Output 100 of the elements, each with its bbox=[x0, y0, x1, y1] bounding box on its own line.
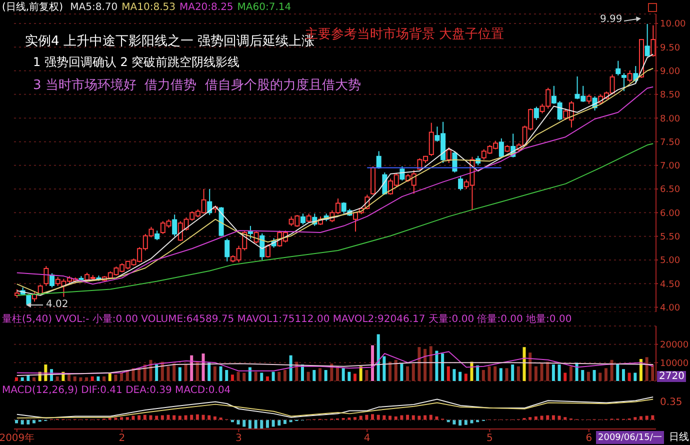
bar bbox=[132, 368, 135, 381]
bar bbox=[236, 372, 240, 381]
bar bbox=[20, 377, 24, 381]
bar bbox=[283, 370, 286, 381]
bar bbox=[604, 368, 608, 381]
text: 2009/06/15/一 bbox=[596, 431, 664, 444]
bar bbox=[406, 366, 410, 381]
chart-title: 量柱(5,40) VVOL:- 小量:0.00 VOLUME:64589.75 MAVOL1:75112.00 MAVOL2:92046.17 天量:0.00 倍量:0.00 地量:0.00 bbox=[2, 312, 572, 326]
y-tick-label: 6.50 bbox=[660, 185, 680, 196]
bar bbox=[452, 369, 456, 381]
annotation: 3 当时市场环境好 借力借势 借自身个股的力度且借大势 bbox=[33, 77, 361, 94]
bar bbox=[388, 362, 392, 381]
bar bbox=[208, 362, 211, 381]
bar bbox=[90, 376, 94, 381]
bar bbox=[435, 350, 438, 381]
y-tick-label: 9.00 bbox=[660, 66, 680, 77]
bar bbox=[354, 374, 357, 381]
bar bbox=[412, 364, 415, 381]
bar bbox=[446, 366, 450, 381]
bar bbox=[318, 368, 322, 381]
x-tick-label: 5 bbox=[486, 433, 493, 444]
bar bbox=[248, 367, 252, 381]
y-tick-label: 20000 bbox=[660, 340, 689, 351]
line-series bbox=[16, 362, 654, 376]
bar bbox=[289, 355, 292, 381]
bar bbox=[312, 370, 316, 381]
bar bbox=[651, 364, 654, 381]
text: MA60:7.14 bbox=[237, 2, 292, 13]
chart-title: MACD(12,26,9) DIF:0.41 DEA:0.39 MACD:0.04 bbox=[2, 385, 231, 396]
bar bbox=[628, 372, 631, 381]
bar bbox=[634, 372, 637, 381]
x-tick-label: 3 bbox=[236, 433, 242, 444]
bar bbox=[476, 365, 480, 381]
bar bbox=[260, 372, 264, 381]
bar bbox=[564, 372, 567, 381]
bar bbox=[581, 370, 584, 381]
bar bbox=[546, 362, 550, 381]
bar bbox=[230, 374, 234, 381]
bar bbox=[528, 352, 532, 381]
bar bbox=[400, 364, 404, 381]
bar bbox=[540, 364, 544, 381]
text: 日线 bbox=[667, 430, 690, 444]
bar bbox=[516, 366, 520, 381]
bar bbox=[616, 364, 620, 381]
bar bbox=[219, 366, 222, 381]
bar bbox=[534, 366, 538, 381]
y-tick-label: 4.50 bbox=[660, 280, 680, 290]
bar bbox=[394, 360, 398, 381]
x-tick-label: 2 bbox=[118, 433, 126, 444]
bar bbox=[499, 368, 502, 381]
bar bbox=[202, 354, 205, 381]
text: 1 强势回调确认 2 突破前跳空阴线影线 bbox=[33, 54, 240, 71]
x-tick-label: 6 bbox=[586, 433, 592, 444]
text: MA5:8.70 bbox=[70, 2, 118, 13]
bar bbox=[342, 368, 345, 381]
y-tick-label: 4.00 bbox=[660, 303, 680, 314]
bar bbox=[272, 372, 275, 381]
bar bbox=[79, 377, 82, 381]
bar bbox=[166, 366, 170, 381]
bar bbox=[336, 366, 339, 381]
text: 0.35 bbox=[660, 397, 682, 408]
bar bbox=[418, 347, 421, 381]
bar bbox=[552, 364, 555, 381]
bar bbox=[522, 347, 526, 381]
bar bbox=[32, 377, 36, 381]
bar bbox=[505, 368, 508, 381]
bar bbox=[592, 370, 596, 381]
y-tick-label: 9.50 bbox=[660, 43, 680, 54]
text: MA20:8.25 bbox=[179, 2, 234, 13]
bar bbox=[196, 362, 199, 381]
bar bbox=[15, 377, 18, 381]
y-tick-label: 7.00 bbox=[660, 162, 680, 172]
bar bbox=[56, 376, 59, 381]
bar bbox=[178, 367, 182, 381]
bar bbox=[458, 372, 462, 381]
bar bbox=[26, 376, 30, 381]
bar bbox=[622, 369, 625, 381]
annotation: 4.02 bbox=[46, 299, 68, 310]
bar bbox=[242, 372, 246, 381]
bar bbox=[359, 366, 362, 381]
bar bbox=[511, 364, 514, 381]
bar bbox=[488, 366, 491, 381]
bar bbox=[441, 354, 444, 381]
bar bbox=[569, 366, 572, 381]
text: MA10:8.53 bbox=[122, 2, 176, 13]
bar bbox=[254, 372, 258, 381]
bar bbox=[482, 370, 485, 381]
bar bbox=[424, 348, 427, 381]
bar bbox=[120, 372, 124, 381]
bar bbox=[376, 334, 380, 381]
bar bbox=[464, 374, 468, 381]
line-series bbox=[16, 143, 654, 296]
bar bbox=[102, 376, 106, 381]
bar bbox=[558, 364, 561, 381]
y-tick-label: 10.00 bbox=[660, 20, 686, 30]
bar bbox=[114, 374, 118, 381]
bar bbox=[85, 377, 88, 381]
y-tick-label: 5.50 bbox=[660, 232, 680, 243]
x-tick-label: 4 bbox=[364, 433, 370, 444]
y-tick-label: 7.50 bbox=[660, 138, 680, 148]
